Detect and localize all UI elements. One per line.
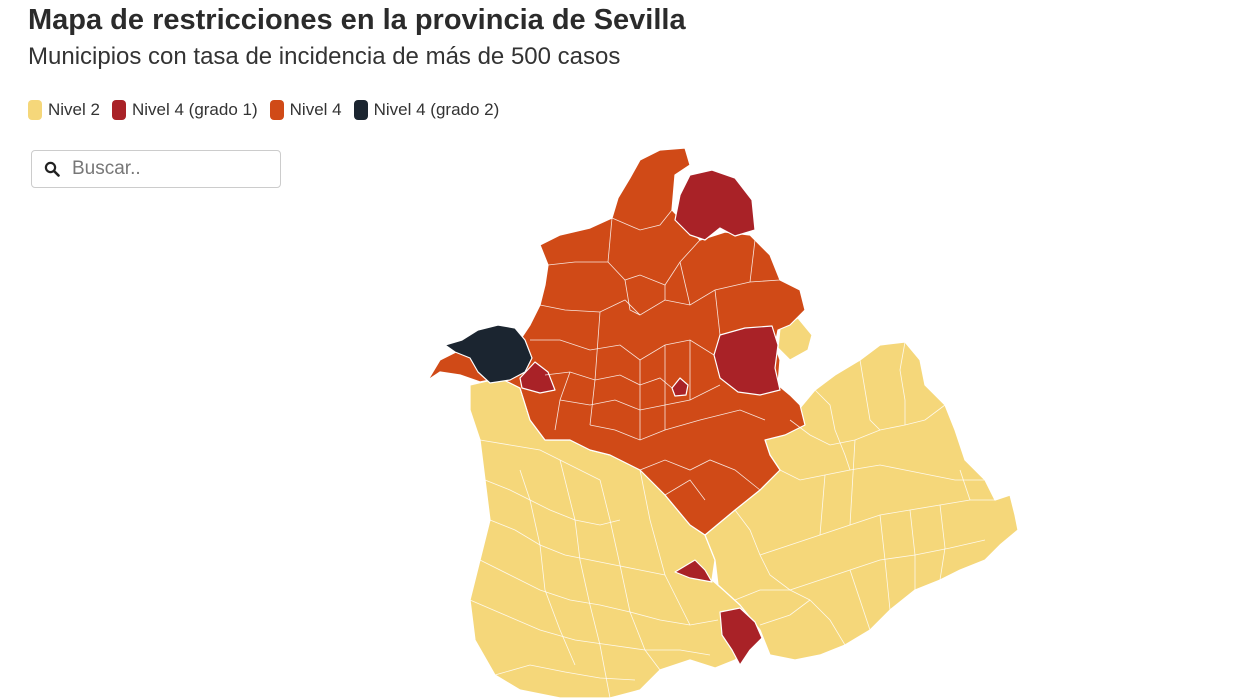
legend-label: Nivel 4: [289, 100, 342, 119]
legend-swatch: [269, 100, 284, 120]
municipality-north-dark-red[interactable]: [674, 169, 756, 241]
legend-swatch: [111, 100, 126, 120]
search-input[interactable]: [70, 157, 274, 181]
legend-label: Nivel 4 (grado 1): [131, 100, 258, 119]
search-box[interactable]: [31, 150, 281, 188]
legend: Nivel 2 Nivel 4 (grado 1) Nivel 4 Nivel …: [28, 100, 511, 120]
municipality-south-b-dark-red[interactable]: [719, 607, 763, 666]
municipality-group-east[interactable]: [704, 341, 1019, 661]
municipality-central-east-dark-red[interactable]: [713, 325, 781, 396]
municipality-west-navy[interactable]: [444, 324, 533, 384]
legend-item-nivel-4[interactable]: Nivel 4: [269, 100, 342, 120]
region-nivel-4-grado-1[interactable]: [519, 169, 781, 666]
legend-swatch: [353, 100, 368, 120]
page-subtitle: Municipios con tasa de incidencia de más…: [28, 43, 621, 70]
legend-swatch: [28, 100, 42, 120]
legend-item-nivel-4-grado-1[interactable]: Nivel 4 (grado 1): [111, 100, 258, 120]
municipality-borders: [469, 209, 995, 698]
page-title: Mapa de restricciones en la provincia de…: [28, 4, 686, 36]
legend-item-nivel-4-grado-2[interactable]: Nivel 4 (grado 2): [353, 100, 500, 120]
search-icon: [42, 159, 62, 179]
municipality-group-north[interactable]: [427, 147, 806, 536]
municipality-west-dark-red[interactable]: [519, 361, 556, 394]
region-nivel-4-grado-2[interactable]: [444, 324, 533, 384]
legend-item-nivel-2[interactable]: Nivel 2: [28, 100, 100, 120]
region-nivel-4[interactable]: [427, 147, 806, 536]
municipality-center-small-dark-red[interactable]: [671, 377, 689, 397]
legend-label: Nivel 4 (grado 2): [373, 100, 500, 119]
legend-label: Nivel 2: [48, 100, 100, 119]
municipality-south-a-dark-red[interactable]: [674, 559, 713, 583]
